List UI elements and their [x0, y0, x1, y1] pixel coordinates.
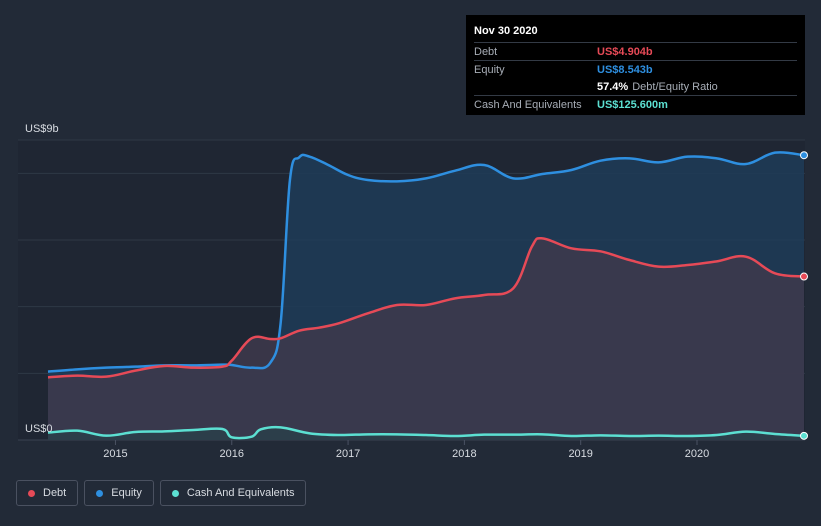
legend-dot-cash-icon: [171, 489, 179, 497]
legend-item-cash[interactable]: Cash And Equivalents: [159, 480, 307, 506]
legend-label-equity: Equity: [111, 487, 142, 499]
legend-label-debt: Debt: [43, 487, 67, 499]
line-debt: [47, 236, 805, 379]
tooltip-row-cash: Cash And Equivalents US$125.600m: [474, 95, 797, 113]
tooltip-debt-label: Debt: [474, 45, 498, 58]
legend-item-equity[interactable]: Equity: [84, 480, 154, 506]
x-tick-label: 2016: [220, 448, 244, 460]
tooltip-row-equity: Equity US$8.543b: [474, 60, 797, 78]
tooltip-date: Nov 30 2020: [474, 25, 538, 37]
x-tick-label: 2019: [568, 448, 592, 460]
x-tick-label: 2018: [452, 448, 476, 460]
tooltip-cash-value: US$125.600m: [597, 98, 668, 111]
end-marker-debt: [800, 272, 808, 281]
legend-dot-equity-icon: [96, 489, 104, 497]
series-end-markers: [800, 151, 808, 440]
tooltip-equity-value: US$8.543b: [597, 63, 653, 76]
tooltip-row-ratio: 57.4% Debt/Equity Ratio: [474, 78, 797, 95]
line-equity: [47, 151, 805, 373]
tooltip-equity-label: Equity: [474, 63, 505, 76]
tooltip-ratio-value: 57.4%: [597, 80, 629, 93]
tooltip-row-debt: Debt US$4.904b: [474, 42, 797, 60]
tooltip-panel: Nov 30 2020 Debt US$4.904b Equity US$8.5…: [466, 15, 805, 115]
series-lines: [47, 151, 805, 440]
x-tick-label: 2017: [336, 448, 360, 460]
legend-item-debt[interactable]: Debt: [16, 480, 79, 506]
tooltip-cash-label: Cash And Equivalents: [474, 98, 582, 111]
y-axis-top-label: US$9b: [25, 123, 59, 135]
tooltip-debt-value: US$4.904b: [597, 45, 653, 58]
x-tick-label: 2015: [103, 448, 127, 460]
x-tick-label: 2020: [685, 448, 709, 460]
end-marker-cash-and-equivalents: [800, 431, 808, 440]
x-axis-ticks: 2015 2016 2017 2018 2019 2020: [103, 440, 709, 460]
line-cash-and-equivalents: [47, 425, 805, 440]
area-debt: [48, 238, 804, 440]
end-marker-equity: [800, 151, 808, 160]
tooltip-ratio-label: Debt/Equity Ratio: [632, 80, 718, 93]
chart-legend: Debt Equity Cash And Equivalents: [16, 480, 307, 506]
legend-dot-debt-icon: [28, 489, 35, 497]
y-axis-bottom-label: US$0: [25, 423, 53, 435]
legend-label-cash: Cash And Equivalents: [186, 487, 295, 499]
